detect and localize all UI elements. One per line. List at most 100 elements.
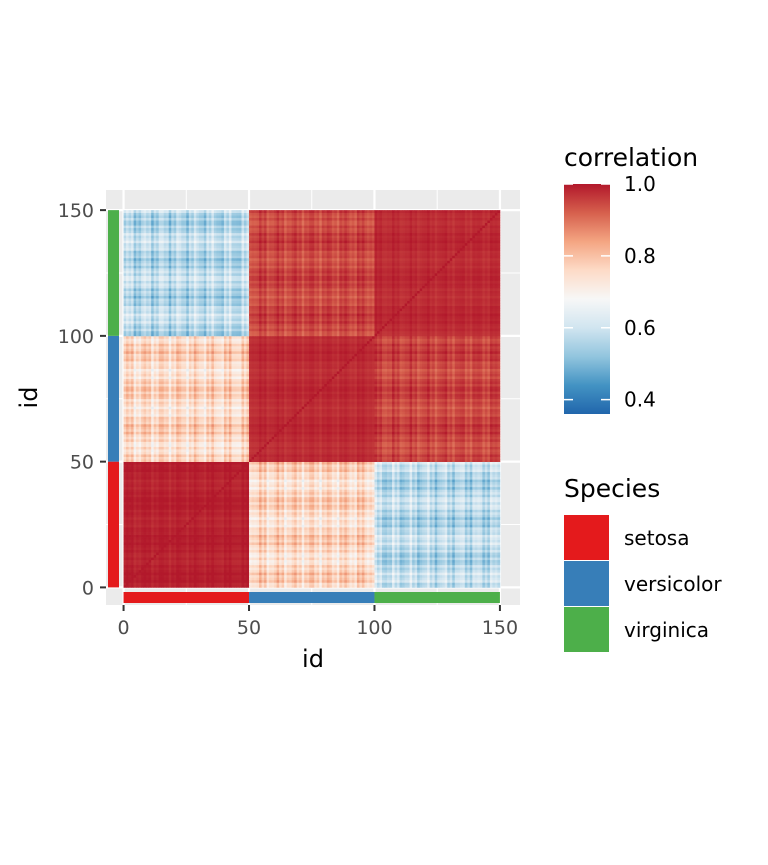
heatmap-cell	[171, 540, 174, 543]
heatmap-cell	[262, 517, 265, 520]
heatmap-cell	[304, 535, 307, 538]
heatmap-cell	[465, 585, 468, 588]
heatmap-cell	[427, 537, 430, 540]
heatmap-cell	[460, 570, 463, 573]
heatmap-cell	[264, 522, 267, 525]
heatmap-cell	[445, 582, 448, 585]
heatmap-cell	[254, 517, 257, 520]
heatmap-cell	[267, 530, 270, 533]
heatmap-cell	[457, 525, 460, 528]
heatmap-cell	[247, 567, 250, 570]
heatmap-cell	[319, 504, 322, 507]
heatmap-cell	[314, 570, 317, 573]
heatmap-cell	[455, 542, 458, 545]
heatmap-cell	[224, 585, 227, 588]
heatmap-cell	[189, 562, 192, 565]
heatmap-cell	[475, 567, 478, 570]
heatmap-cell	[485, 545, 488, 548]
heatmap-cell	[312, 509, 315, 512]
heatmap-cell	[156, 525, 159, 528]
heatmap-cell	[289, 509, 292, 512]
heatmap-cell	[337, 537, 340, 540]
heatmap-cell	[367, 514, 370, 517]
heatmap-cell	[447, 577, 450, 580]
heatmap-cell	[279, 519, 282, 522]
heatmap-cell	[352, 580, 355, 583]
heatmap-cell	[149, 572, 152, 575]
heatmap-cell	[284, 525, 287, 528]
heatmap-cell	[490, 557, 493, 560]
heatmap-cell	[344, 585, 347, 588]
heatmap-cell	[226, 540, 229, 543]
heatmap-cell	[332, 525, 335, 528]
heatmap-cell	[487, 512, 490, 515]
heatmap-cell	[470, 542, 473, 545]
heatmap-cell	[136, 557, 139, 560]
heatmap-cell	[415, 532, 418, 535]
heatmap-cell	[277, 540, 280, 543]
heatmap-cell	[219, 540, 222, 543]
heatmap-cell	[229, 525, 232, 528]
heatmap-cell	[377, 537, 380, 540]
heatmap-cell	[201, 519, 204, 522]
heatmap-cell	[126, 530, 129, 533]
heatmap-cell	[294, 507, 297, 510]
heatmap-cell	[267, 507, 270, 510]
heatmap-cell	[161, 545, 164, 548]
heatmap-cell	[309, 537, 312, 540]
heatmap-cell	[410, 572, 413, 575]
heatmap-cell	[211, 580, 214, 583]
heatmap-cell	[181, 542, 184, 545]
heatmap-cell	[470, 545, 473, 548]
heatmap-cell	[206, 567, 209, 570]
heatmap-cell	[282, 530, 285, 533]
heatmap-cell	[344, 572, 347, 575]
heatmap-cell	[339, 582, 342, 585]
heatmap-cell	[252, 542, 255, 545]
heatmap-cell	[457, 540, 460, 543]
heatmap-cell	[437, 540, 440, 543]
heatmap-cell	[415, 517, 418, 520]
heatmap-cell	[415, 537, 418, 540]
heatmap-cell	[452, 532, 455, 535]
heatmap-cell	[134, 545, 137, 548]
heatmap-cell	[257, 527, 260, 530]
heatmap-cell	[322, 572, 325, 575]
heatmap-cell	[194, 580, 197, 583]
heatmap-cell	[279, 537, 282, 540]
heatmap-cell	[139, 577, 142, 580]
heatmap-cell	[339, 547, 342, 550]
heatmap-cell	[166, 537, 169, 540]
heatmap-cell	[480, 507, 483, 510]
heatmap-cell	[239, 504, 242, 507]
heatmap-cell	[377, 565, 380, 568]
heatmap-cell	[181, 527, 184, 530]
heatmap-cell	[425, 560, 428, 563]
heatmap-cell	[390, 550, 393, 553]
heatmap-cell	[337, 514, 340, 517]
heatmap-cell	[244, 522, 247, 525]
heatmap-cell	[166, 567, 169, 570]
heatmap-cell	[302, 532, 305, 535]
heatmap-cell	[312, 557, 315, 560]
heatmap-cell	[387, 537, 390, 540]
heatmap-cell	[181, 550, 184, 553]
heatmap-cell	[219, 557, 222, 560]
heatmap-cell	[292, 514, 295, 517]
heatmap-cell	[462, 580, 465, 583]
heatmap-cell	[129, 545, 132, 548]
heatmap-cell	[299, 567, 302, 570]
heatmap-cell	[221, 552, 224, 555]
heatmap-cell	[329, 560, 332, 563]
heatmap-cell	[367, 507, 370, 510]
heatmap-cell	[171, 572, 174, 575]
heatmap-cell	[374, 535, 377, 538]
heatmap-cell	[369, 570, 372, 573]
heatmap-cell	[244, 525, 247, 528]
heatmap-cell	[392, 585, 395, 588]
heatmap-cell	[184, 530, 187, 533]
heatmap-cell	[209, 582, 212, 585]
heatmap-cell	[166, 517, 169, 520]
heatmap-cell	[332, 570, 335, 573]
heatmap-cell	[317, 552, 320, 555]
